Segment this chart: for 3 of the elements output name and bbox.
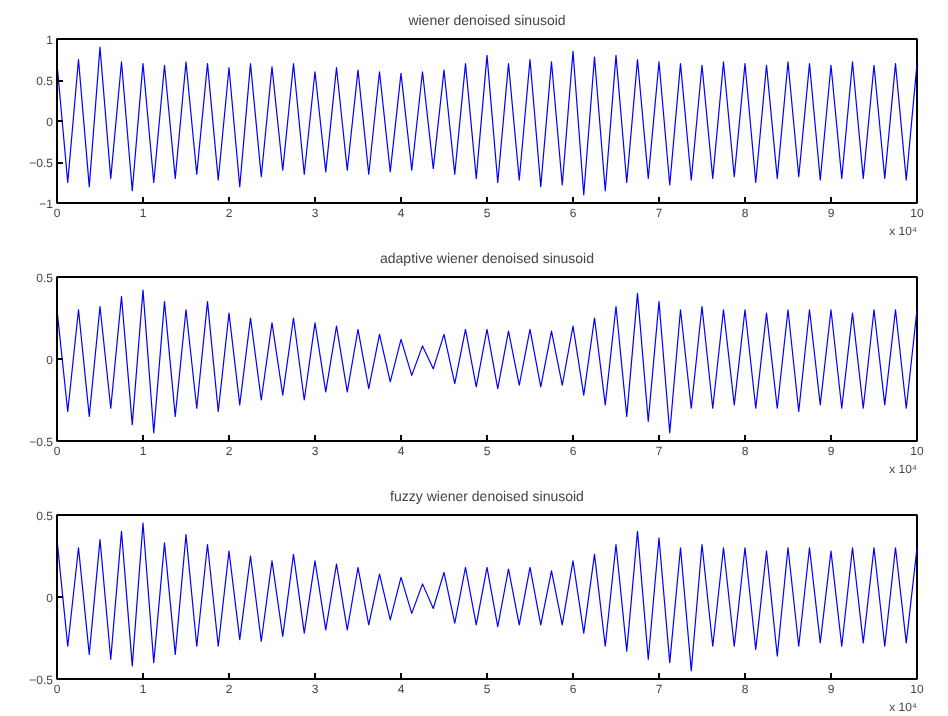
line-series	[57, 289, 917, 434]
line-series	[57, 46, 917, 196]
line-series	[57, 522, 917, 672]
